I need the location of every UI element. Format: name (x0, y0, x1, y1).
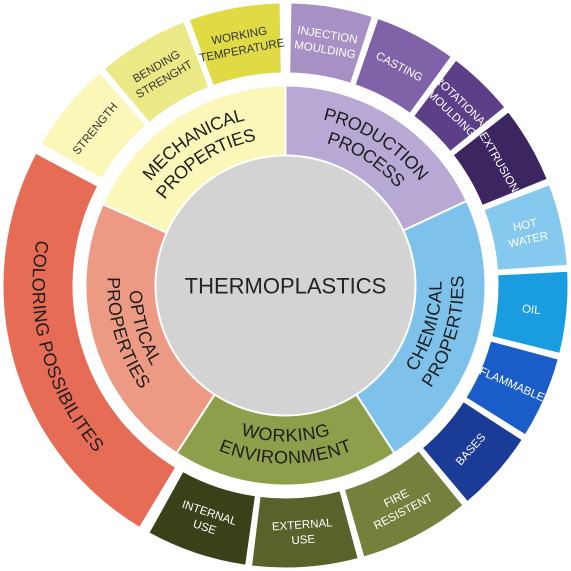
outer-segment-oil (489, 269, 570, 356)
outer-segment-flammable (463, 339, 561, 437)
outer-segment-rotational-moulding (411, 58, 507, 154)
outer-segment-bending-strenght (102, 20, 211, 125)
outer-segment-strength (39, 70, 148, 181)
center-hub: THERMOPLASTICS (154, 154, 417, 417)
outer-segment-coloring-possibilites (1, 151, 178, 530)
outer-segment-working-temperature (187, 1, 283, 88)
outer-segment-bases (420, 399, 525, 504)
outer-label-external-use: EXTERNALUSE (272, 517, 335, 548)
outer-segment-extrusion (451, 109, 550, 208)
outer-label-oil: OIL (521, 303, 541, 317)
outer-segment-external-use (249, 489, 360, 570)
center-circle (154, 154, 417, 417)
outer-segment-hot-water (482, 182, 569, 272)
outer-segment-fire-resistent (342, 448, 466, 559)
center-label: THERMOPLASTICS (185, 274, 387, 299)
outer-segment-casting (353, 16, 454, 116)
outer-segment-injection-moulding (288, 1, 375, 86)
outer-segment-internal-use (146, 469, 258, 567)
